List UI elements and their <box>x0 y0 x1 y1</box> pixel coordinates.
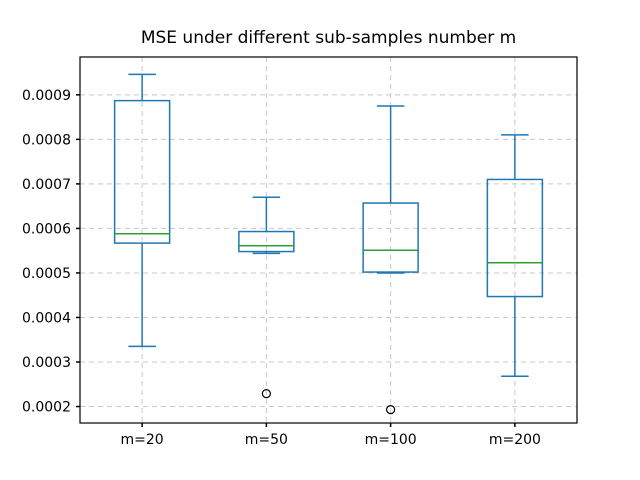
y-tick-label: 0.0009 <box>22 88 71 104</box>
y-tick-label: 0.0006 <box>22 221 71 237</box>
box-iqr <box>362 202 419 273</box>
plot-frame <box>79 56 578 424</box>
y-tick-label: 0.0004 <box>22 310 71 326</box>
x-tick-label: m=100 <box>365 432 417 448</box>
x-tick-label: m=200 <box>489 432 541 448</box>
y-tick-label: 0.0008 <box>22 132 71 148</box>
box-iqr <box>486 178 544 298</box>
x-tick-label: m=50 <box>245 432 288 448</box>
y-tick-label: 0.0007 <box>22 177 71 193</box>
box-iqr <box>113 99 171 244</box>
outlier-marker <box>261 389 271 399</box>
chart-title: MSE under different sub-samples number m <box>140 28 517 48</box>
box-iqr <box>238 230 295 253</box>
y-tick-label: 0.0003 <box>22 355 71 371</box>
x-tick-label: m=20 <box>121 432 164 448</box>
outlier-marker <box>386 405 396 415</box>
y-tick-label: 0.0005 <box>22 266 71 282</box>
y-tick-label: 0.0002 <box>22 400 71 416</box>
